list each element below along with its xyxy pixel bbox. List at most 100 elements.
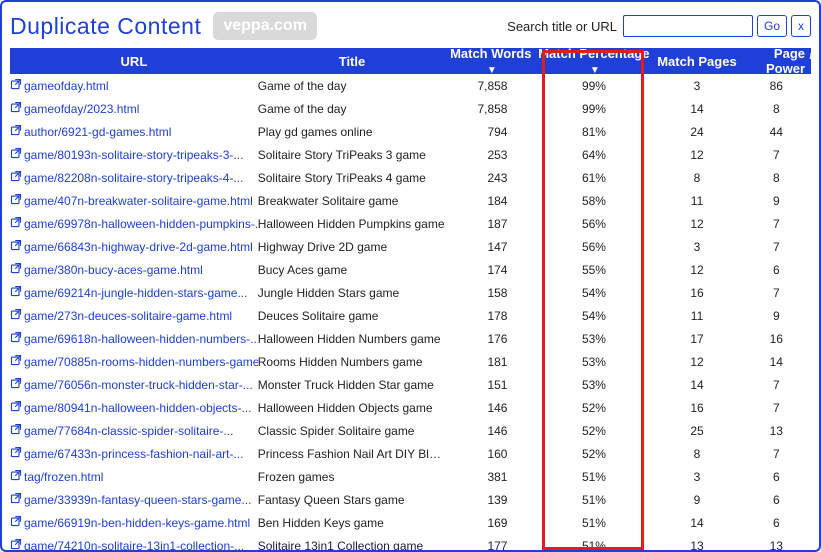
cell-page-power: 13	[742, 539, 811, 552]
col-title[interactable]: Title	[258, 54, 446, 69]
external-link-icon[interactable]	[10, 469, 22, 484]
url-link[interactable]: game/66919n-ben-hidden-keys-game.html	[24, 516, 250, 530]
external-link-icon[interactable]	[10, 147, 22, 162]
col-match-percentage[interactable]: Match Percentage ▼	[535, 46, 652, 76]
cell-match-pages: 16	[652, 401, 741, 415]
cell-page-power: 7	[742, 378, 811, 392]
cell-url: game/69978n-halloween-hidden-pumpkins-..…	[10, 216, 258, 231]
url-link[interactable]: game/80941n-halloween-hidden-objects-...	[24, 401, 251, 415]
cell-match-percentage: 51%	[535, 470, 652, 484]
external-link-icon[interactable]	[10, 331, 22, 346]
external-link-icon[interactable]	[10, 423, 22, 438]
cell-url: game/33939n-fantasy-queen-stars-game...	[10, 492, 258, 507]
go-button[interactable]: Go	[757, 15, 787, 37]
cell-match-pages: 17	[652, 332, 741, 346]
col-page-power-label: Page Power	[766, 46, 805, 76]
cell-url: game/70885n-rooms-hidden-numbers-game...	[10, 354, 258, 369]
cell-url: game/80941n-halloween-hidden-objects-...	[10, 400, 258, 415]
external-link-icon[interactable]	[10, 78, 22, 93]
external-link-icon[interactable]	[10, 492, 22, 507]
url-link[interactable]: game/69214n-jungle-hidden-stars-game...	[24, 286, 247, 300]
url-link[interactable]: game/76056n-monster-truck-hidden-star-..…	[24, 378, 253, 392]
col-match-pages[interactable]: Match Pages	[652, 54, 741, 69]
table-row: game/67433n-princess-fashion-nail-art-..…	[10, 442, 811, 465]
url-link[interactable]: game/33939n-fantasy-queen-stars-game...	[24, 493, 251, 507]
col-match-words[interactable]: Match Words ▼	[446, 46, 535, 76]
external-link-icon[interactable]	[10, 124, 22, 139]
cell-match-pages: 3	[652, 240, 741, 254]
cell-match-pages: 8	[652, 171, 741, 185]
external-link-icon[interactable]	[10, 446, 22, 461]
cell-match-percentage: 52%	[535, 447, 652, 461]
cell-title: Breakwater Solitaire game	[258, 194, 446, 208]
cell-match-words: 146	[446, 424, 535, 438]
url-link[interactable]: game/82208n-solitaire-story-tripeaks-4-.…	[24, 171, 243, 185]
external-link-icon[interactable]	[10, 308, 22, 323]
external-link-icon[interactable]	[10, 538, 22, 552]
cell-match-percentage: 55%	[535, 263, 652, 277]
cell-title: Ben Hidden Keys game	[258, 516, 446, 530]
cell-title: Play gd games online	[258, 125, 446, 139]
external-link-icon[interactable]	[10, 170, 22, 185]
table-row: game/66843n-highway-drive-2d-game.htmlHi…	[10, 235, 811, 258]
cell-title: Bucy Aces game	[258, 263, 446, 277]
cell-url: game/66919n-ben-hidden-keys-game.html	[10, 515, 258, 530]
external-link-icon[interactable]	[10, 354, 22, 369]
cell-match-words: 147	[446, 240, 535, 254]
cell-url: game/380n-bucy-aces-game.html	[10, 262, 258, 277]
url-link[interactable]: gameofday/2023.html	[24, 102, 139, 116]
url-link[interactable]: game/70885n-rooms-hidden-numbers-game...	[24, 355, 258, 369]
cell-match-pages: 12	[652, 148, 741, 162]
external-link-icon[interactable]	[10, 377, 22, 392]
close-button[interactable]: x	[791, 15, 811, 37]
external-link-icon[interactable]	[10, 515, 22, 530]
table-row: game/69214n-jungle-hidden-stars-game...J…	[10, 281, 811, 304]
search-input[interactable]	[623, 15, 753, 37]
url-link[interactable]: author/6921-gd-games.html	[24, 125, 171, 139]
url-link[interactable]: game/407n-breakwater-solitaire-game.html	[24, 194, 253, 208]
url-link[interactable]: game/380n-bucy-aces-game.html	[24, 263, 203, 277]
url-link[interactable]: game/80193n-solitaire-story-tripeaks-3-.…	[24, 148, 243, 162]
cell-title: Game of the day	[258, 102, 446, 116]
url-link[interactable]: game/273n-deuces-solitaire-game.html	[24, 309, 232, 323]
cell-page-power: 7	[742, 217, 811, 231]
info-icon[interactable]: i	[809, 47, 813, 63]
cell-match-percentage: 52%	[535, 424, 652, 438]
cell-match-words: 177	[446, 539, 535, 552]
external-link-icon[interactable]	[10, 101, 22, 116]
search-label: Search title or URL	[507, 19, 617, 34]
cell-page-power: 7	[742, 401, 811, 415]
cell-match-percentage: 51%	[535, 516, 652, 530]
url-link[interactable]: game/69618n-halloween-hidden-numbers-...	[24, 332, 258, 346]
col-match-percentage-label: Match Percentage	[538, 46, 649, 61]
url-link[interactable]: tag/frozen.html	[24, 470, 103, 484]
brand-badge: veppa.com	[213, 12, 317, 40]
cell-match-percentage: 53%	[535, 378, 652, 392]
external-link-icon[interactable]	[10, 262, 22, 277]
cell-match-words: 139	[446, 493, 535, 507]
external-link-icon[interactable]	[10, 285, 22, 300]
url-link[interactable]: game/74210n-solitaire-13in1-collection-.…	[24, 539, 244, 552]
cell-match-pages: 3	[652, 79, 741, 93]
url-link[interactable]: game/77684n-classic-spider-solitaire-...	[24, 424, 233, 438]
cell-match-pages: 12	[652, 355, 741, 369]
url-link[interactable]: game/69978n-halloween-hidden-pumpkins-..…	[24, 217, 258, 231]
url-link[interactable]: game/67433n-princess-fashion-nail-art-..…	[24, 447, 243, 461]
cell-match-words: 176	[446, 332, 535, 346]
url-link[interactable]: gameofday.html	[24, 79, 109, 93]
cell-title: Frozen games	[258, 470, 446, 484]
url-link[interactable]: game/66843n-highway-drive-2d-game.html	[24, 240, 253, 254]
external-link-icon[interactable]	[10, 400, 22, 415]
cell-match-words: 794	[446, 125, 535, 139]
table-header: URL Title Match Words ▼ Match Percentage…	[10, 48, 811, 74]
cell-page-power: 9	[742, 309, 811, 323]
col-page-power[interactable]: Page Power i	[742, 46, 811, 76]
external-link-icon[interactable]	[10, 193, 22, 208]
cell-url: game/76056n-monster-truck-hidden-star-..…	[10, 377, 258, 392]
external-link-icon[interactable]	[10, 239, 22, 254]
cell-match-words: 181	[446, 355, 535, 369]
cell-title: Solitaire Story TriPeaks 3 game	[258, 148, 446, 162]
col-url[interactable]: URL	[10, 54, 258, 69]
external-link-icon[interactable]	[10, 216, 22, 231]
table-row: game/82208n-solitaire-story-tripeaks-4-.…	[10, 166, 811, 189]
